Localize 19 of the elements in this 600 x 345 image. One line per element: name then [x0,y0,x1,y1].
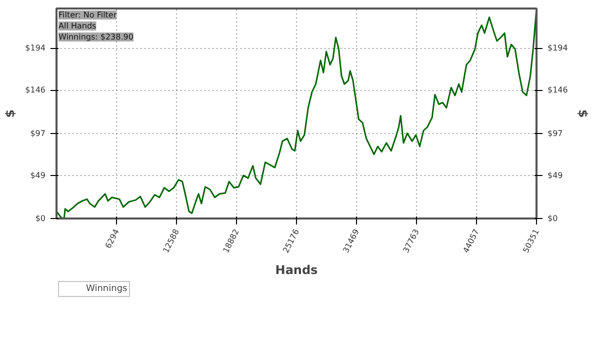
text: Winnings [86,284,128,294]
line-series [56,8,536,218]
y-tick-label: $0 [35,214,46,223]
y-tick-label: $97 [30,128,46,138]
y2-tick-label: $146 [548,86,568,95]
y2-tick-label: $49 [548,170,563,180]
y2-axis-title: $ [576,109,590,118]
annotation: Winnings: $238.90 [58,32,134,42]
annotation: Filter: No Filter [58,10,118,20]
y2-tick-label: $0 [548,214,558,223]
y-tick-label: $49 [30,170,46,180]
y2-tick-label: $97 [548,128,563,138]
y2-tick-label: $194 [548,44,568,53]
y-axis-title: $ [3,109,18,118]
y-tick-label: $194 [25,44,46,53]
annotation: All Hands [58,22,96,30]
y-tick-label: $146 [25,86,46,95]
x-tick-label: 6294 [104,228,121,250]
x-axis-title: Hands [275,262,318,277]
